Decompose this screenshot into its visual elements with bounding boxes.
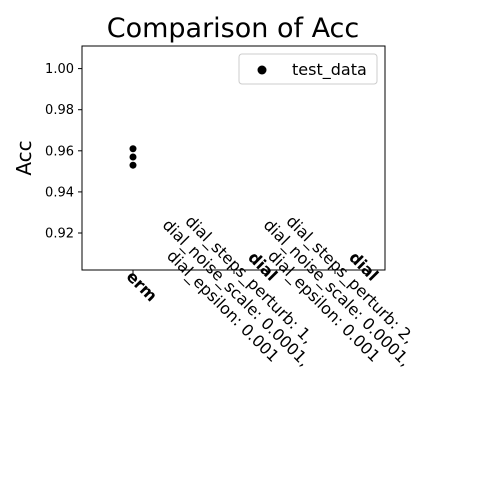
y-tick-label: 0.98	[45, 103, 74, 118]
x-tick-label: erm	[123, 267, 161, 305]
data-point	[129, 145, 137, 153]
y-tick-label: 1.00	[45, 62, 74, 77]
legend-marker	[257, 65, 267, 75]
data-point	[129, 153, 137, 161]
y-axis-label: Acc	[12, 140, 36, 175]
legend: test_data	[238, 53, 378, 85]
data-point	[129, 161, 137, 169]
y-tick-label: 0.92	[45, 227, 74, 242]
data-points	[129, 145, 137, 169]
y-tick-label: 0.94	[45, 185, 74, 200]
chart-title: Comparison of Acc	[107, 13, 360, 44]
legend-label: test_data	[292, 60, 367, 80]
y-tick-label: 0.96	[45, 144, 74, 159]
legend-box	[238, 53, 378, 85]
y-axis-ticks: 0.92 0.94 0.96 0.98 1.00	[45, 62, 82, 242]
